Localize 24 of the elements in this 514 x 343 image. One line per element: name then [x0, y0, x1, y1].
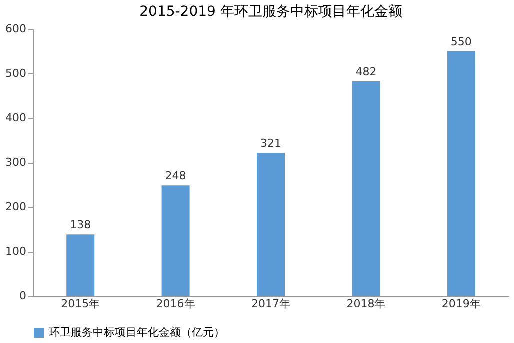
- y-tick-label: 100: [6, 245, 26, 258]
- bar: [257, 153, 285, 296]
- data-label: 248: [165, 170, 186, 183]
- y-tick-label: 200: [6, 200, 26, 214]
- y-tick-label: 600: [6, 22, 26, 36]
- x-tick-label: 2019年: [442, 298, 481, 310]
- y-tick-label: 300: [6, 156, 26, 169]
- legend-label: 环卫服务中标项目年化金额（亿元）: [49, 326, 225, 339]
- data-label: 550: [450, 35, 472, 48]
- bar: [352, 82, 380, 296]
- y-tick-label: 0: [20, 290, 26, 302]
- chart-title: 2015-2019 年环卫服务中标项目年化金额: [140, 4, 402, 20]
- data-label: 138: [70, 218, 92, 232]
- data-label: 321: [260, 137, 282, 150]
- x-tick-label: 2018年: [346, 298, 386, 310]
- x-tick-label: 2016年: [156, 298, 196, 310]
- x-tick-label: 2017年: [252, 298, 290, 310]
- y-tick-label: 500: [6, 67, 26, 80]
- bar: [447, 51, 476, 296]
- bar: [162, 186, 190, 296]
- bar: [66, 234, 95, 296]
- y-tick-label: 400: [6, 112, 26, 124]
- x-tick-label: 2015年: [61, 298, 100, 310]
- data-label: 482: [356, 66, 377, 79]
